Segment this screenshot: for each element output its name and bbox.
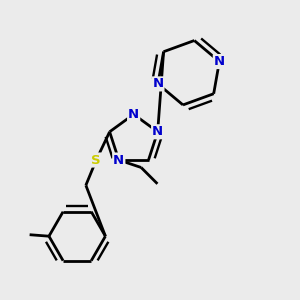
Text: N: N bbox=[152, 125, 163, 138]
Text: S: S bbox=[92, 154, 101, 166]
Text: N: N bbox=[152, 77, 164, 90]
Text: N: N bbox=[214, 55, 225, 68]
Text: N: N bbox=[128, 108, 139, 121]
Text: N: N bbox=[113, 154, 124, 166]
